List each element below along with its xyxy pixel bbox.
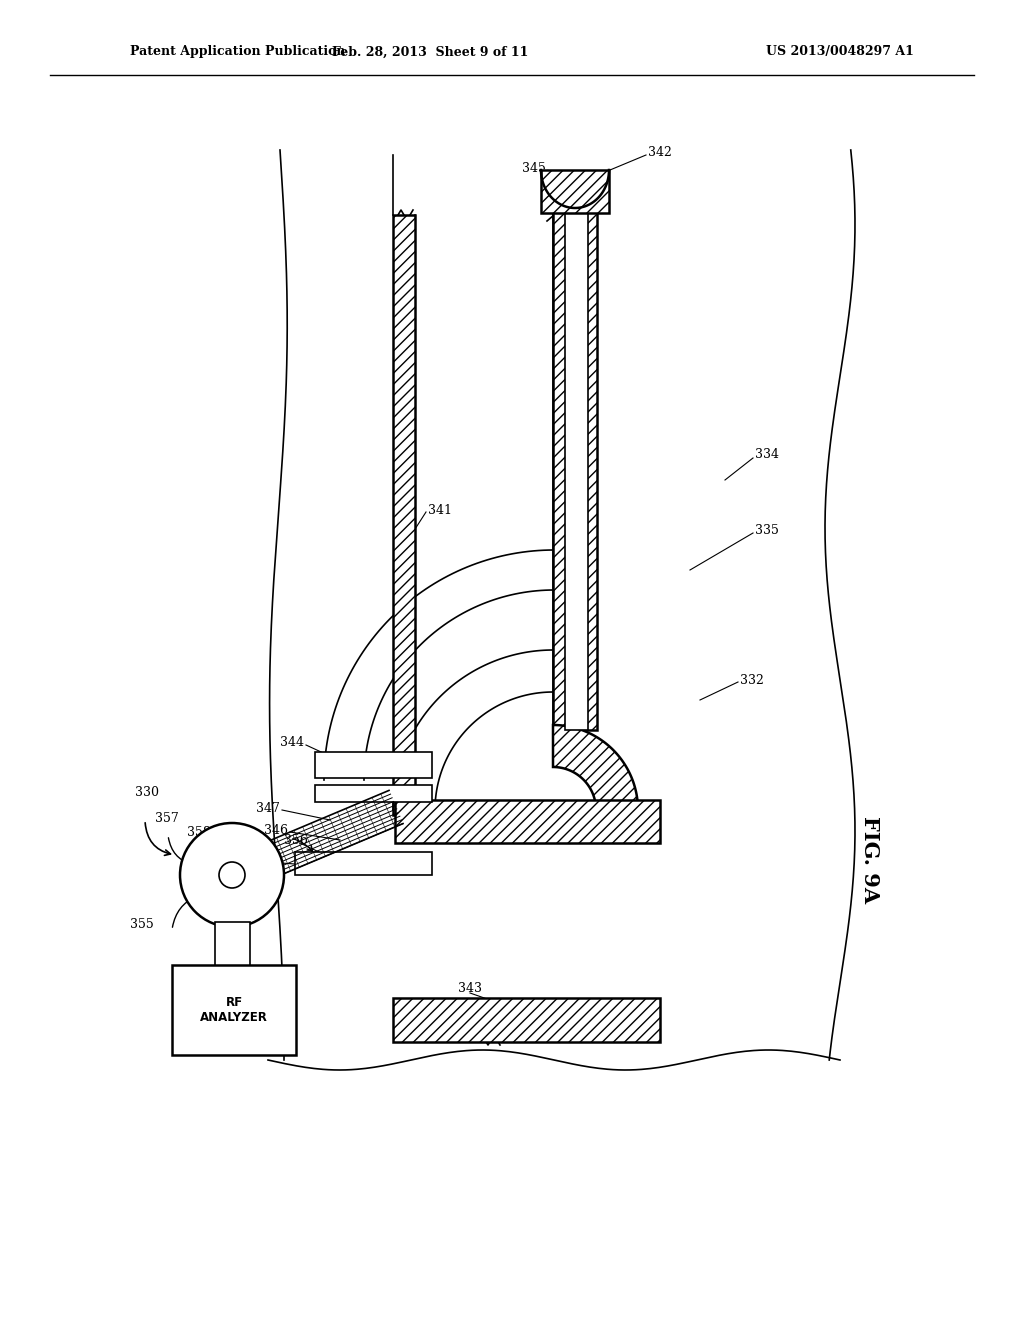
- Bar: [215, 921, 250, 972]
- Text: 356: 356: [284, 833, 308, 846]
- Text: 347: 347: [256, 801, 280, 814]
- Text: 344: 344: [280, 735, 304, 748]
- Text: 330: 330: [135, 787, 159, 800]
- Bar: [295, 851, 432, 875]
- Circle shape: [180, 822, 284, 927]
- Text: 357: 357: [155, 812, 179, 825]
- Text: Patent Application Publication: Patent Application Publication: [130, 45, 345, 58]
- Bar: [315, 752, 432, 777]
- Polygon shape: [553, 725, 638, 810]
- Text: Feb. 28, 2013  Sheet 9 of 11: Feb. 28, 2013 Sheet 9 of 11: [332, 45, 528, 58]
- Circle shape: [219, 862, 245, 888]
- Bar: [393, 998, 660, 1041]
- Bar: [541, 170, 609, 213]
- Bar: [315, 785, 432, 803]
- Bar: [565, 213, 588, 730]
- Bar: [553, 210, 597, 730]
- Text: 333: 333: [240, 854, 264, 866]
- Bar: [395, 800, 660, 843]
- Text: 345: 345: [522, 161, 546, 174]
- Polygon shape: [541, 170, 609, 209]
- Text: 346: 346: [264, 824, 288, 837]
- Bar: [393, 215, 415, 814]
- Bar: [172, 965, 296, 1055]
- Text: FIG. 9A: FIG. 9A: [860, 817, 880, 904]
- Text: 335: 335: [755, 524, 779, 536]
- Text: 341: 341: [428, 503, 452, 516]
- Text: 343: 343: [458, 982, 482, 994]
- Text: 342: 342: [648, 147, 672, 160]
- Text: US 2013/0048297 A1: US 2013/0048297 A1: [766, 45, 914, 58]
- Text: RF
ANALYZER: RF ANALYZER: [200, 997, 268, 1024]
- Text: 355: 355: [130, 919, 154, 932]
- Text: 358: 358: [187, 825, 211, 838]
- Text: 348: 348: [200, 969, 224, 982]
- Text: 332: 332: [740, 673, 764, 686]
- Text: 334: 334: [755, 449, 779, 462]
